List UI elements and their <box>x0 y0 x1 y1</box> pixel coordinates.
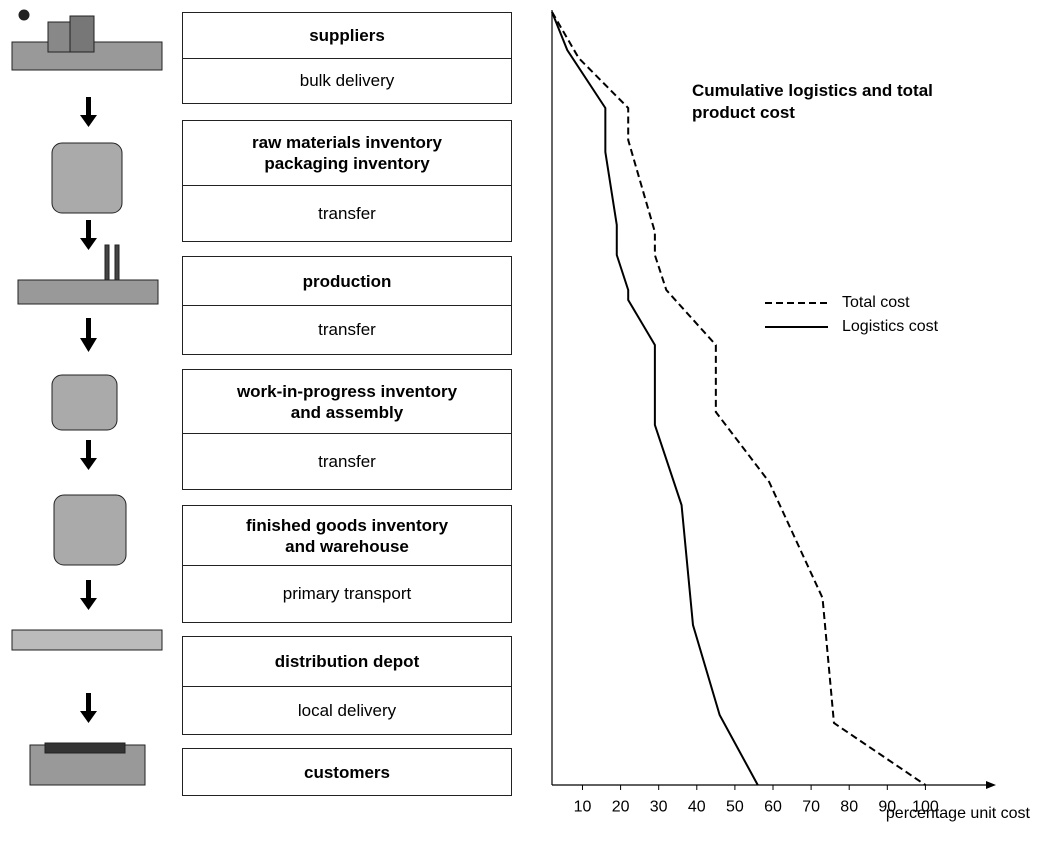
x-tick-label: 70 <box>802 799 820 816</box>
x-tick-label: 10 <box>574 799 592 816</box>
icon-raw <box>51 142 123 214</box>
link-box: local delivery <box>182 686 512 735</box>
icon-customers-sign <box>44 742 126 754</box>
x-tick-label: 20 <box>612 799 630 816</box>
stage-box: work-in-progress inventory and assembly <box>182 369 512 434</box>
arrows <box>80 97 97 723</box>
stage-name: production <box>302 271 392 291</box>
stage-name: raw materials inventory <box>252 133 442 152</box>
x-axis-label: percentage unit cost <box>886 805 1031 822</box>
arrow <box>80 580 97 610</box>
series-line <box>551 11 926 786</box>
arrow <box>80 220 97 250</box>
arrow <box>80 440 97 470</box>
x-tick-label: 100 <box>912 799 939 816</box>
link-box: primary transport <box>182 565 512 623</box>
stage-name: customers <box>304 762 390 782</box>
stage-box: distribution depot <box>182 636 512 687</box>
arrow <box>80 318 97 352</box>
x-tick-label: 30 <box>650 799 668 816</box>
link-box: transfer <box>182 433 512 490</box>
icon-depot <box>11 629 163 651</box>
x-tick-label: 60 <box>764 799 782 816</box>
icon-production-chimney <box>114 244 120 281</box>
stage-name: suppliers <box>309 26 385 45</box>
icon-suppliers-mill <box>18 9 30 21</box>
stage-name: packaging inventory <box>264 154 430 173</box>
arrow <box>80 97 97 127</box>
icon-production-chimney <box>104 244 110 281</box>
icon-suppliers-barn <box>69 15 95 53</box>
icons <box>11 9 163 786</box>
icon-wip <box>51 374 118 431</box>
stage-name: and assembly <box>290 402 404 422</box>
legend-label: Total cost <box>842 294 910 311</box>
link-box: bulk delivery <box>182 58 512 104</box>
x-tick-label: 90 <box>878 799 896 816</box>
x-tick-label: 50 <box>726 799 744 816</box>
link-box: transfer <box>182 305 512 355</box>
series-line <box>551 11 759 786</box>
legend-label: Logistics cost <box>842 318 939 335</box>
icon-production <box>17 279 159 305</box>
stage-box: raw materials inventory packaging invento… <box>182 120 512 186</box>
stage-box: suppliers <box>182 12 512 59</box>
stage-name: distribution depot <box>274 652 420 671</box>
stage-name: and warehouse <box>285 536 409 556</box>
arrow <box>80 693 97 723</box>
stage-box: production <box>182 256 512 306</box>
link-box: transfer <box>182 185 512 242</box>
stage-name: work-in-progress inventory <box>236 381 458 401</box>
icon-suppliers-barn <box>47 21 71 53</box>
stage-box: customers <box>182 748 512 796</box>
x-tick-label: 40 <box>688 799 706 816</box>
stage-name: finished goods inventory <box>245 515 449 535</box>
stage-box: finished goods inventory and warehouse <box>182 505 512 566</box>
x-tick-label: 80 <box>840 799 858 816</box>
chart-title: Cumulative logistics and total product c… <box>692 81 933 122</box>
icon-finished <box>53 494 127 566</box>
x-axis-arrow <box>986 781 996 789</box>
